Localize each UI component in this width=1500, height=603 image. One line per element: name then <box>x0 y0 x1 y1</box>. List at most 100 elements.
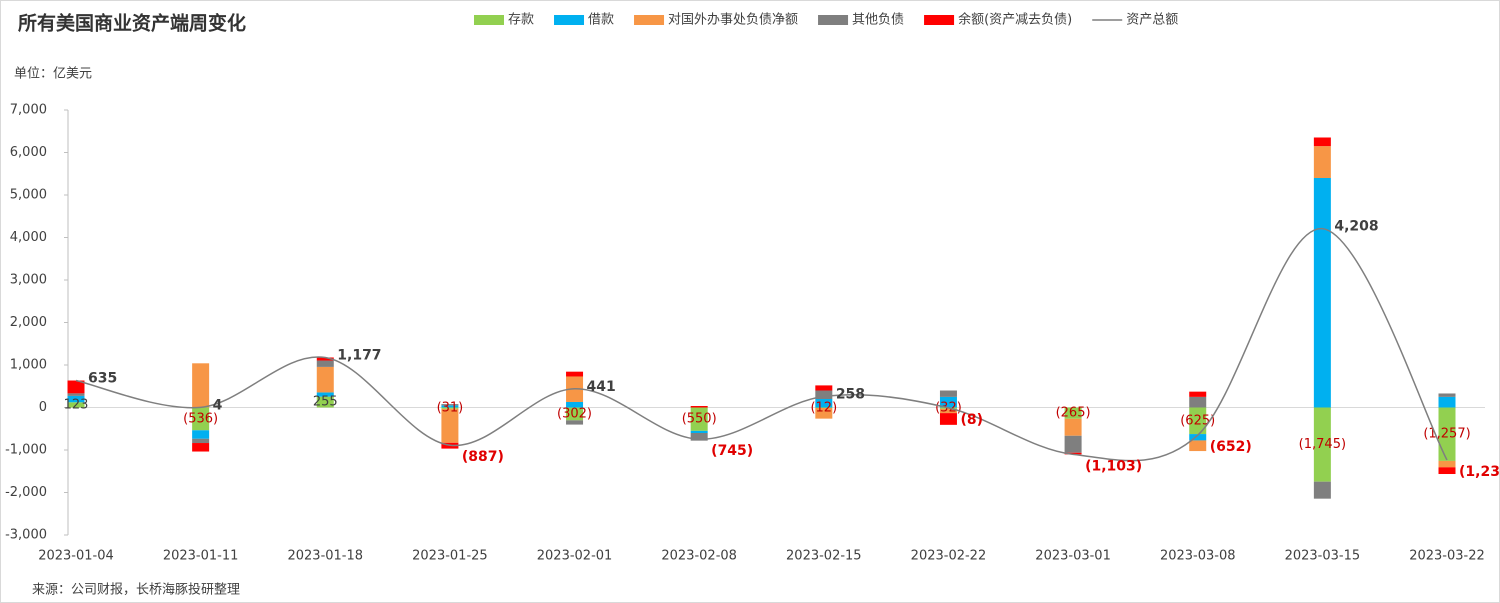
y-tick-label: 3,000 <box>10 273 47 288</box>
line-label: (1,103) <box>1085 458 1142 474</box>
data-label: (302) <box>557 406 592 421</box>
bar-segment <box>566 407 584 421</box>
data-label: (550) <box>682 412 717 427</box>
bar-segment <box>690 430 708 433</box>
x-tick-label: 2023-03-01 <box>1035 549 1111 564</box>
bar-segment <box>192 407 210 431</box>
y-tick-label: 6,000 <box>10 145 47 160</box>
bar-segment <box>1313 137 1331 147</box>
line-label: (745) <box>711 443 753 459</box>
line-label: (887) <box>462 449 504 465</box>
bar-segment <box>316 392 334 397</box>
x-tick-label: 2023-03-22 <box>1409 549 1485 564</box>
x-tick-label: 2023-02-08 <box>661 549 737 564</box>
x-tick-label: 2023-01-18 <box>287 549 363 564</box>
bar-segment <box>1064 435 1082 453</box>
line-label: 635 <box>88 371 117 387</box>
bar-segment <box>815 390 833 399</box>
bar-segment <box>1313 407 1331 482</box>
x-tick-label: 2023-02-01 <box>537 549 613 564</box>
bar-segment <box>441 405 459 408</box>
bar-segment <box>1438 407 1456 461</box>
bar-segment <box>316 360 334 367</box>
bar-segment <box>67 395 85 403</box>
bar-segment <box>67 380 85 394</box>
line-label: 258 <box>836 387 865 403</box>
bar-segment <box>192 443 210 452</box>
bar-segment <box>939 396 957 408</box>
x-tick-label: 2023-03-08 <box>1160 549 1236 564</box>
y-tick-label: -2,000 <box>5 485 47 500</box>
bar-segment <box>1189 396 1207 408</box>
legend-label: 存款 <box>508 13 534 28</box>
bar-segment <box>566 420 584 425</box>
legend-swatch <box>634 15 665 25</box>
legend-swatch <box>818 15 849 25</box>
bar-segment <box>1438 467 1456 475</box>
line-label: (8) <box>960 412 983 428</box>
legend-label: 对国外办事处负债净额 <box>668 13 798 28</box>
y-tick-label: 5,000 <box>10 188 47 203</box>
legend-label: 余额(资产减去负债) <box>958 12 1072 28</box>
bar-segment <box>67 393 85 396</box>
bar-segment <box>1313 178 1331 408</box>
bar-segment <box>316 357 334 361</box>
data-label: 255 <box>313 395 338 410</box>
unit-label: 单位：亿美元 <box>14 67 92 82</box>
bar-segment <box>1189 434 1207 441</box>
line-label: 1,177 <box>337 347 381 363</box>
legend-swatch <box>554 15 585 25</box>
bar-segment <box>690 407 708 431</box>
legend-swatch <box>474 15 504 25</box>
bar-segment <box>192 363 210 408</box>
line-label: 4 <box>213 397 223 413</box>
bar-segment <box>1189 407 1207 435</box>
bar-segment <box>316 366 334 393</box>
x-tick-label: 2023-01-04 <box>38 549 114 564</box>
data-label: (1,745) <box>1299 437 1346 452</box>
bar-segment <box>566 371 584 377</box>
bar-segment <box>192 438 210 444</box>
bar-segment <box>1313 481 1331 499</box>
bar-segment <box>1438 460 1456 468</box>
y-tick-label: 7,000 <box>10 103 47 118</box>
data-label: (12) <box>810 400 837 415</box>
y-tick-label: 2,000 <box>10 315 47 330</box>
x-tick-label: 2023-01-11 <box>163 549 239 564</box>
chart-title: 所有美国商业资产端周变化 <box>18 12 246 35</box>
bar-segment <box>690 406 708 408</box>
bar-segment <box>1064 407 1082 419</box>
bar-segment <box>67 402 85 408</box>
bar-segment <box>815 399 833 408</box>
line-label: 4,208 <box>1334 219 1378 235</box>
legend-label: 其他负债 <box>852 13 904 28</box>
bar-segment <box>1189 391 1207 397</box>
y-tick-label: -1,000 <box>5 443 47 458</box>
legend-label: 资产总额 <box>1126 13 1178 28</box>
y-tick-label: 1,000 <box>10 358 47 373</box>
bar-segment <box>441 408 459 443</box>
bar-segment <box>939 408 957 414</box>
source: 来源：公司财报，长桥海豚投研整理 <box>32 582 240 598</box>
x-tick-label: 2023-02-15 <box>786 549 862 564</box>
bar-segment <box>1064 418 1082 436</box>
line-label: 441 <box>587 379 616 395</box>
bar-segment <box>441 407 459 409</box>
legend-swatch <box>924 15 955 25</box>
data-label: (1,257) <box>1423 427 1470 442</box>
bar-segment <box>1313 146 1331 178</box>
x-tick-label: 2023-01-25 <box>412 549 488 564</box>
bar-segment <box>192 430 210 439</box>
data-label: (265) <box>1056 406 1091 421</box>
data-label: 123 <box>64 397 89 412</box>
bar-segment <box>815 407 833 409</box>
bar-segment <box>1064 452 1082 455</box>
bar-segment <box>1438 396 1456 408</box>
bar-segment <box>690 433 708 441</box>
bar-segment <box>316 396 334 408</box>
bar-segment <box>939 413 957 425</box>
bar-segment <box>566 401 584 408</box>
bar-segment <box>1189 440 1207 452</box>
